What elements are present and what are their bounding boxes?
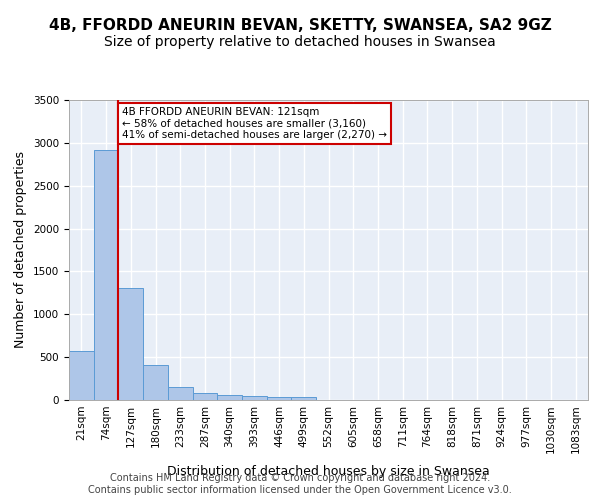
Bar [69, 351, 94, 400]
Bar [267, 396, 292, 400]
Text: 4B FFORDD ANEURIN BEVAN: 121sqm
← 58% of detached houses are smaller (3,160)
41%: 4B FFORDD ANEURIN BEVAN: 121sqm ← 58% of… [122, 107, 387, 140]
Text: Size of property relative to detached houses in Swansea: Size of property relative to detached ho… [104, 35, 496, 49]
Text: 4B, FFORDD ANEURIN BEVAN, SKETTY, SWANSEA, SA2 9GZ: 4B, FFORDD ANEURIN BEVAN, SKETTY, SWANSE… [49, 18, 551, 32]
Bar [94, 150, 118, 400]
Bar [242, 396, 267, 400]
X-axis label: Distribution of detached houses by size in Swansea: Distribution of detached houses by size … [167, 464, 490, 477]
Text: Contains HM Land Registry data © Crown copyright and database right 2024.
Contai: Contains HM Land Registry data © Crown c… [88, 474, 512, 495]
Bar [193, 393, 217, 400]
Bar [217, 396, 242, 400]
Bar [168, 386, 193, 400]
Bar [118, 288, 143, 400]
Bar [143, 365, 168, 400]
Y-axis label: Number of detached properties: Number of detached properties [14, 152, 28, 348]
Bar [292, 398, 316, 400]
